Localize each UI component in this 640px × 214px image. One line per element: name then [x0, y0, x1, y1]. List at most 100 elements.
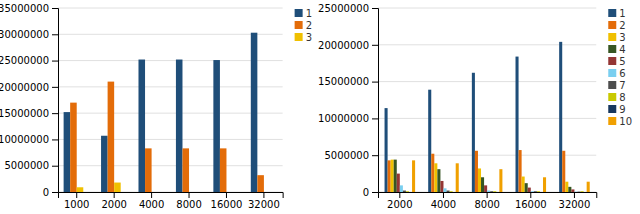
chart-panel: 1230500000010000000150000002000000025000… — [0, 3, 312, 210]
x-tick: 16000 — [515, 192, 547, 210]
legend-label: 4 — [619, 44, 625, 55]
bar — [101, 136, 108, 192]
bar — [428, 90, 431, 192]
tick-mark — [372, 8, 378, 9]
bar — [537, 191, 540, 192]
legend-label: 10 — [619, 116, 632, 127]
legend-item: 5 — [608, 56, 625, 67]
tick-mark — [52, 113, 58, 114]
grid-line — [58, 34, 283, 35]
grid-line — [58, 60, 283, 61]
bar — [394, 160, 397, 192]
bar — [525, 183, 528, 192]
bar — [138, 60, 145, 192]
bar-series — [70, 82, 264, 192]
bar — [431, 154, 434, 192]
tick-mark — [530, 192, 531, 198]
tick-label: 35000000 — [0, 3, 49, 14]
tick-mark — [52, 34, 58, 35]
bar — [226, 192, 233, 193]
x-tick: 4000 — [431, 192, 456, 210]
legend-label: 1 — [306, 8, 312, 19]
tick-mark — [443, 192, 444, 198]
bar — [406, 191, 409, 192]
legend-item: 1 — [295, 8, 312, 19]
tick-label: 15000000 — [0, 108, 49, 119]
bar-series — [406, 191, 584, 192]
bar — [587, 182, 590, 192]
bar-series — [412, 160, 590, 192]
chart-svg: 1230500000010000000150000002000000025000… — [0, 0, 640, 214]
bar — [534, 191, 537, 192]
y-tick: 0 — [43, 187, 58, 198]
bar — [574, 191, 577, 192]
bar — [484, 185, 487, 192]
axis-domain — [59, 193, 284, 199]
bar — [562, 151, 565, 192]
grid-line — [58, 165, 283, 166]
bar — [220, 148, 227, 192]
bar — [409, 192, 412, 193]
tick-mark — [226, 192, 227, 198]
bar — [403, 191, 406, 192]
legend-label: 2 — [306, 20, 312, 31]
x-tick: 1000 — [64, 192, 89, 210]
bar-series — [403, 191, 581, 192]
tick-label: 10000000 — [0, 134, 49, 145]
bar — [385, 108, 388, 192]
y-tick: 35000000 — [0, 3, 58, 14]
tick-label: 25000000 — [318, 3, 369, 14]
bars — [385, 42, 590, 192]
tick-label: 5000000 — [4, 160, 49, 171]
legend-swatch — [608, 81, 616, 89]
tick-mark — [372, 118, 378, 119]
bar-series — [64, 33, 258, 192]
legend-label: 1 — [619, 8, 625, 19]
tick-label: 30000000 — [0, 29, 49, 40]
grid-line — [378, 44, 596, 45]
bar — [114, 183, 121, 192]
x-tick: 16000 — [211, 192, 243, 210]
tick-mark — [52, 87, 58, 88]
bar — [478, 168, 481, 192]
bar — [182, 148, 189, 192]
grid-line — [58, 8, 283, 9]
bar — [121, 192, 128, 193]
bar — [388, 160, 391, 192]
tick-mark — [372, 155, 378, 156]
legend-swatch — [608, 45, 616, 53]
y-axis: 0500000010000000150000002000000025000000… — [0, 3, 59, 198]
tick-label: 16000 — [211, 199, 243, 210]
legend-label: 3 — [306, 32, 312, 43]
bar — [447, 191, 450, 192]
legend-swatch — [608, 33, 616, 41]
grid — [378, 8, 596, 192]
bar — [64, 112, 71, 192]
tick-mark — [76, 192, 77, 198]
tick-label: 16000 — [515, 199, 547, 210]
tick-mark — [52, 192, 58, 193]
bar — [565, 182, 568, 192]
legend-label: 2 — [619, 20, 625, 31]
bar — [519, 150, 522, 192]
bar — [397, 174, 400, 192]
legend-swatch — [608, 117, 616, 125]
tick-label: 20000000 — [0, 82, 49, 93]
bar — [490, 191, 493, 192]
tick-mark — [487, 192, 488, 198]
legend: 12345678910 — [608, 8, 632, 127]
tick-mark — [52, 8, 58, 9]
bar-series — [394, 160, 572, 192]
bar — [496, 192, 499, 193]
x-axis: 10002000400080001600032000 — [59, 192, 284, 210]
legend-item: 8 — [608, 92, 625, 103]
legend-item: 2 — [295, 20, 312, 31]
legend-item: 10 — [608, 116, 632, 127]
bar — [581, 191, 584, 192]
legend-item: 9 — [608, 104, 625, 115]
y-tick: 30000000 — [0, 29, 58, 40]
y-tick: 10000000 — [318, 113, 378, 124]
legend-label: 7 — [619, 80, 625, 91]
bar — [571, 189, 574, 192]
tick-mark — [372, 192, 378, 193]
